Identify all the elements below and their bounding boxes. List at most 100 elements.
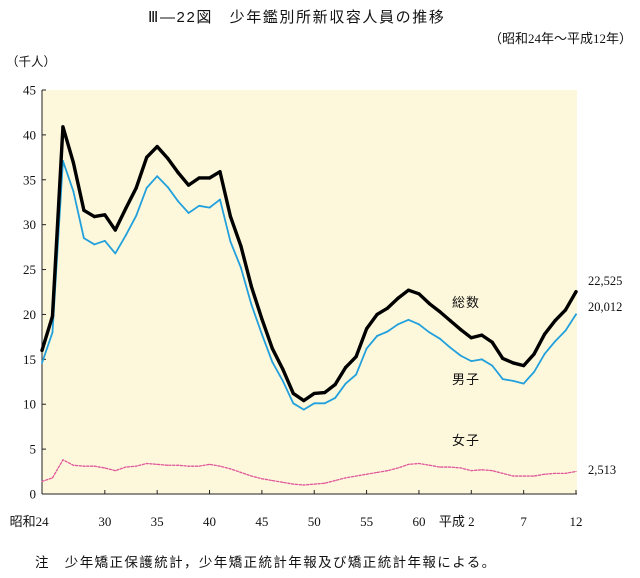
data-point-total [249, 285, 254, 289]
data-point-total [522, 364, 526, 368]
data-point-total [82, 208, 86, 212]
data-point-male [365, 347, 368, 350]
data-point-male [428, 331, 431, 334]
data-point-male [82, 237, 85, 240]
x-axis-ticks: 昭和24 30 35 40 45 50 55 60 平成 2 7 12 [10, 490, 583, 529]
data-point-male [522, 382, 525, 385]
data-point-male [470, 360, 473, 363]
data-point-male [208, 206, 211, 209]
data-point-male [491, 364, 494, 367]
x-tick-label: 平成 2 [439, 514, 475, 529]
data-point-total [281, 367, 285, 371]
data-point-total [155, 144, 159, 149]
data-point-male [564, 329, 567, 332]
data-point-male [219, 198, 221, 201]
data-point-female [167, 464, 169, 466]
data-point-female [449, 466, 451, 468]
data-point-total [333, 382, 337, 387]
data-point-total [71, 161, 76, 165]
x-tick-label: 50 [308, 514, 321, 529]
data-point-female [208, 463, 211, 465]
data-point-female [125, 466, 127, 468]
data-point-total [501, 356, 505, 361]
y-tick-label: 30 [23, 217, 36, 232]
data-point-male [302, 408, 305, 411]
data-point-female [303, 484, 305, 486]
data-point-female [564, 472, 567, 474]
data-point-total [364, 327, 369, 331]
x-tick-label: 45 [255, 514, 268, 529]
data-point-female [334, 479, 336, 482]
data-point-total [553, 319, 557, 323]
data-point-female [292, 483, 294, 485]
data-point-female [365, 473, 368, 475]
data-point-male [407, 318, 410, 321]
data-point-total [417, 292, 421, 296]
end-value-label-female: 2,513 [588, 463, 616, 477]
data-point-male [543, 353, 546, 355]
series-lines [40, 125, 578, 486]
series-line-total [40, 125, 578, 403]
y-tick-label: 45 [23, 83, 36, 98]
data-point-female [114, 470, 116, 472]
data-point-male [229, 240, 232, 243]
data-point-male [281, 379, 284, 382]
data-point-female [313, 483, 315, 485]
x-tick-label: 昭和24 [10, 514, 50, 529]
data-point-female [355, 475, 357, 477]
data-point-female [386, 470, 389, 472]
data-point-total [354, 355, 358, 359]
data-point-male [512, 379, 515, 382]
data-point-male [355, 373, 358, 376]
data-point-female [554, 472, 556, 474]
data-point-total [385, 306, 390, 310]
data-point-male [480, 358, 483, 361]
data-point-male [240, 266, 242, 269]
data-point-female [187, 465, 190, 467]
data-point-total [344, 365, 348, 370]
data-point-female [62, 459, 64, 461]
data-point-female [41, 480, 43, 483]
data-point-female [282, 481, 284, 483]
y-tick-label: 0 [30, 487, 37, 502]
data-point-female [439, 466, 441, 468]
data-point-female [229, 468, 232, 470]
data-point-male [313, 402, 316, 405]
data-point-male [438, 337, 441, 340]
data-point-total [302, 399, 306, 403]
data-point-female [135, 465, 137, 467]
x-tick-label: 40 [203, 514, 216, 529]
data-point-male [177, 200, 180, 203]
data-point-male [93, 243, 96, 246]
data-point-total [134, 186, 138, 190]
data-point-male [72, 190, 75, 193]
plot-area [42, 90, 577, 494]
data-point-total [375, 312, 379, 317]
data-point-male [459, 354, 462, 357]
data-point-male [51, 331, 54, 334]
data-point-total [427, 302, 432, 306]
data-point-total [124, 206, 128, 211]
series-male [41, 160, 577, 411]
data-point-total [291, 391, 295, 396]
data-point-total [166, 156, 170, 160]
data-point-female [177, 464, 179, 466]
data-point-total [459, 328, 463, 332]
data-point-total [186, 183, 191, 187]
data-point-total [207, 176, 212, 180]
data-point-total [260, 317, 264, 321]
data-point-female [397, 467, 399, 469]
data-point-total [574, 290, 578, 294]
data-point-male [386, 330, 389, 333]
data-point-female [502, 472, 504, 474]
data-point-female [93, 465, 95, 467]
data-point-female [324, 482, 326, 484]
data-point-male [334, 397, 337, 399]
data-point-total [406, 288, 411, 292]
y-tick-label: 5 [30, 442, 37, 457]
data-point-total [511, 361, 515, 365]
y-tick-label: 20 [23, 307, 36, 322]
data-point-female [481, 469, 483, 471]
source-note: 注 少年矯正保護統計，少年矯正統計年報及び矯正統計年報による。 [35, 555, 497, 570]
